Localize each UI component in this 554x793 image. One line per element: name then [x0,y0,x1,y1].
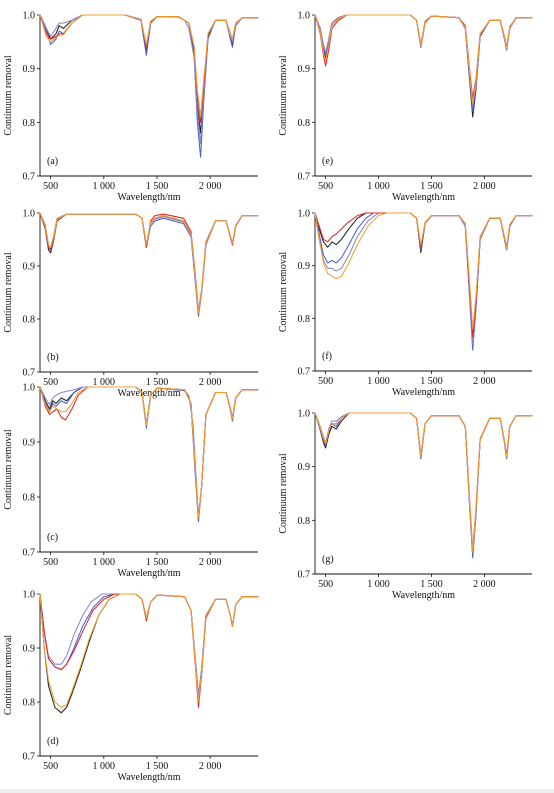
y-tick-label: 0.7 [23,172,36,183]
y-tick-label: 1.0 [23,383,36,394]
chart-panel: 0.7 0.8 0.9 1.0 500 1 000 1 500 2 000 Wavelength… [3,590,259,783]
x-tick-label: 1 000 [367,579,390,590]
x-axis-title: Wavelength/nm [117,388,180,399]
y-tick-label: 0.7 [298,367,311,378]
y-tick-label: 1.0 [298,209,311,220]
x-tick-label: 2 000 [199,761,222,772]
y-axis-title: Continuum removal [278,453,289,533]
y-axis-title: Continuum removal [3,55,14,135]
y-tick-label: 0.8 [23,118,36,129]
x-tick-label: 2 000 [473,579,496,590]
y-tick-label: 0.9 [23,438,36,449]
chart-panel: 0.7 0.8 0.9 1.0 500 1 000 1 500 2 000 Wavelength… [3,383,259,579]
y-axis-title: Continuum removal [3,635,14,715]
x-axis-title: Wavelength/nm [392,192,455,203]
y-tick-label: 1.0 [23,11,36,22]
series-line [314,412,533,552]
x-tick-label: 1 500 [146,377,169,388]
x-tick-label: 500 [318,181,333,192]
chart-panel: 0.7 0.8 0.9 1.0 500 1 000 1 500 2 000 Wavelength… [3,209,259,399]
y-axis-title: Continuum removal [278,55,289,135]
y-tick-label: 1.0 [298,11,311,22]
series-line [39,212,259,314]
panel-label: (c) [47,532,58,543]
x-tick-label: 2 000 [473,376,496,387]
x-tick-label: 1 500 [146,181,169,192]
series-line [39,14,259,158]
x-tick-label: 2 000 [473,181,496,192]
y-tick-label: 0.8 [298,314,311,325]
y-tick-label: 0.9 [298,261,311,272]
x-tick-label: 1 000 [93,181,116,192]
y-tick-label: 0.9 [23,644,36,655]
series-line [39,212,259,312]
y-tick-label: 0.7 [298,570,311,581]
x-tick-label: 500 [43,181,58,192]
x-tick-label: 1 500 [420,579,443,590]
y-tick-label: 1.0 [298,409,311,420]
x-tick-label: 500 [43,377,58,388]
y-tick-label: 0.9 [298,64,311,75]
panel-label: (b) [47,352,59,363]
y-tick-label: 0.7 [23,752,36,763]
x-axis-title: Wavelength/nm [117,192,180,203]
y-tick-label: 0.8 [298,118,311,129]
y-tick-label: 1.0 [23,209,36,220]
y-axis-title: Continuum removal [278,252,289,332]
x-axis-title: Wavelength/nm [392,387,455,398]
x-tick-label: 2 000 [199,377,222,388]
x-tick-label: 2 000 [199,181,222,192]
x-tick-label: 500 [318,376,333,387]
x-tick-label: 1 000 [93,557,116,568]
y-tick-label: 0.7 [298,172,311,183]
x-tick-label: 1 000 [367,376,390,387]
x-tick-label: 500 [43,761,58,772]
x-tick-label: 1 000 [367,181,390,192]
series-line [314,212,533,330]
y-tick-label: 0.8 [298,516,311,527]
x-tick-label: 1 000 [93,377,116,388]
x-axis-title: Wavelength/nm [117,568,180,579]
x-axis-title: Wavelength/nm [117,772,180,783]
x-tick-label: 500 [43,557,58,568]
x-tick-label: 1 500 [420,181,443,192]
y-tick-label: 0.8 [23,698,36,709]
bottom-strip [0,789,554,793]
x-tick-label: 1 500 [146,557,169,568]
chart-panel: 0.7 0.8 0.9 1.0 500 1 000 1 500 2 000 Wavelength… [278,409,533,601]
x-tick-label: 1 000 [93,761,116,772]
series-line [39,386,259,519]
panel-label: (f) [322,351,332,362]
panel-label: (e) [322,156,333,167]
x-axis-title: Wavelength/nm [392,590,455,601]
chart-panel: 0.7 0.8 0.9 1.0 500 1 000 1 500 2 000 Wavelength… [278,209,533,398]
chart-panel: 0.7 0.8 0.9 1.0 500 1 000 1 500 2 000 Wavelength… [3,11,259,203]
series-line [39,593,259,708]
series-line [314,14,533,105]
y-tick-label: 0.9 [298,462,311,473]
x-tick-label: 1 500 [420,376,443,387]
y-tick-label: 0.8 [23,493,36,504]
y-tick-label: 0.9 [23,64,36,75]
y-tick-label: 0.8 [23,315,36,326]
x-tick-label: 1 500 [146,761,169,772]
y-tick-label: 0.9 [23,262,36,273]
y-tick-label: 0.7 [23,548,36,559]
x-tick-label: 2 000 [199,557,222,568]
panel-label: (g) [322,554,334,565]
panel-label: (d) [47,736,59,747]
chart-panel: 0.7 0.8 0.9 1.0 500 1 000 1 500 2 000 Wavelength… [278,11,533,203]
panel-label: (a) [47,156,58,167]
x-tick-label: 500 [318,579,333,590]
y-tick-label: 0.7 [23,368,36,379]
series-line [39,14,259,118]
y-axis-title: Continuum removal [3,252,14,332]
series-line [314,14,533,99]
y-axis-title: Continuum removal [3,429,14,509]
y-tick-label: 1.0 [23,590,36,601]
